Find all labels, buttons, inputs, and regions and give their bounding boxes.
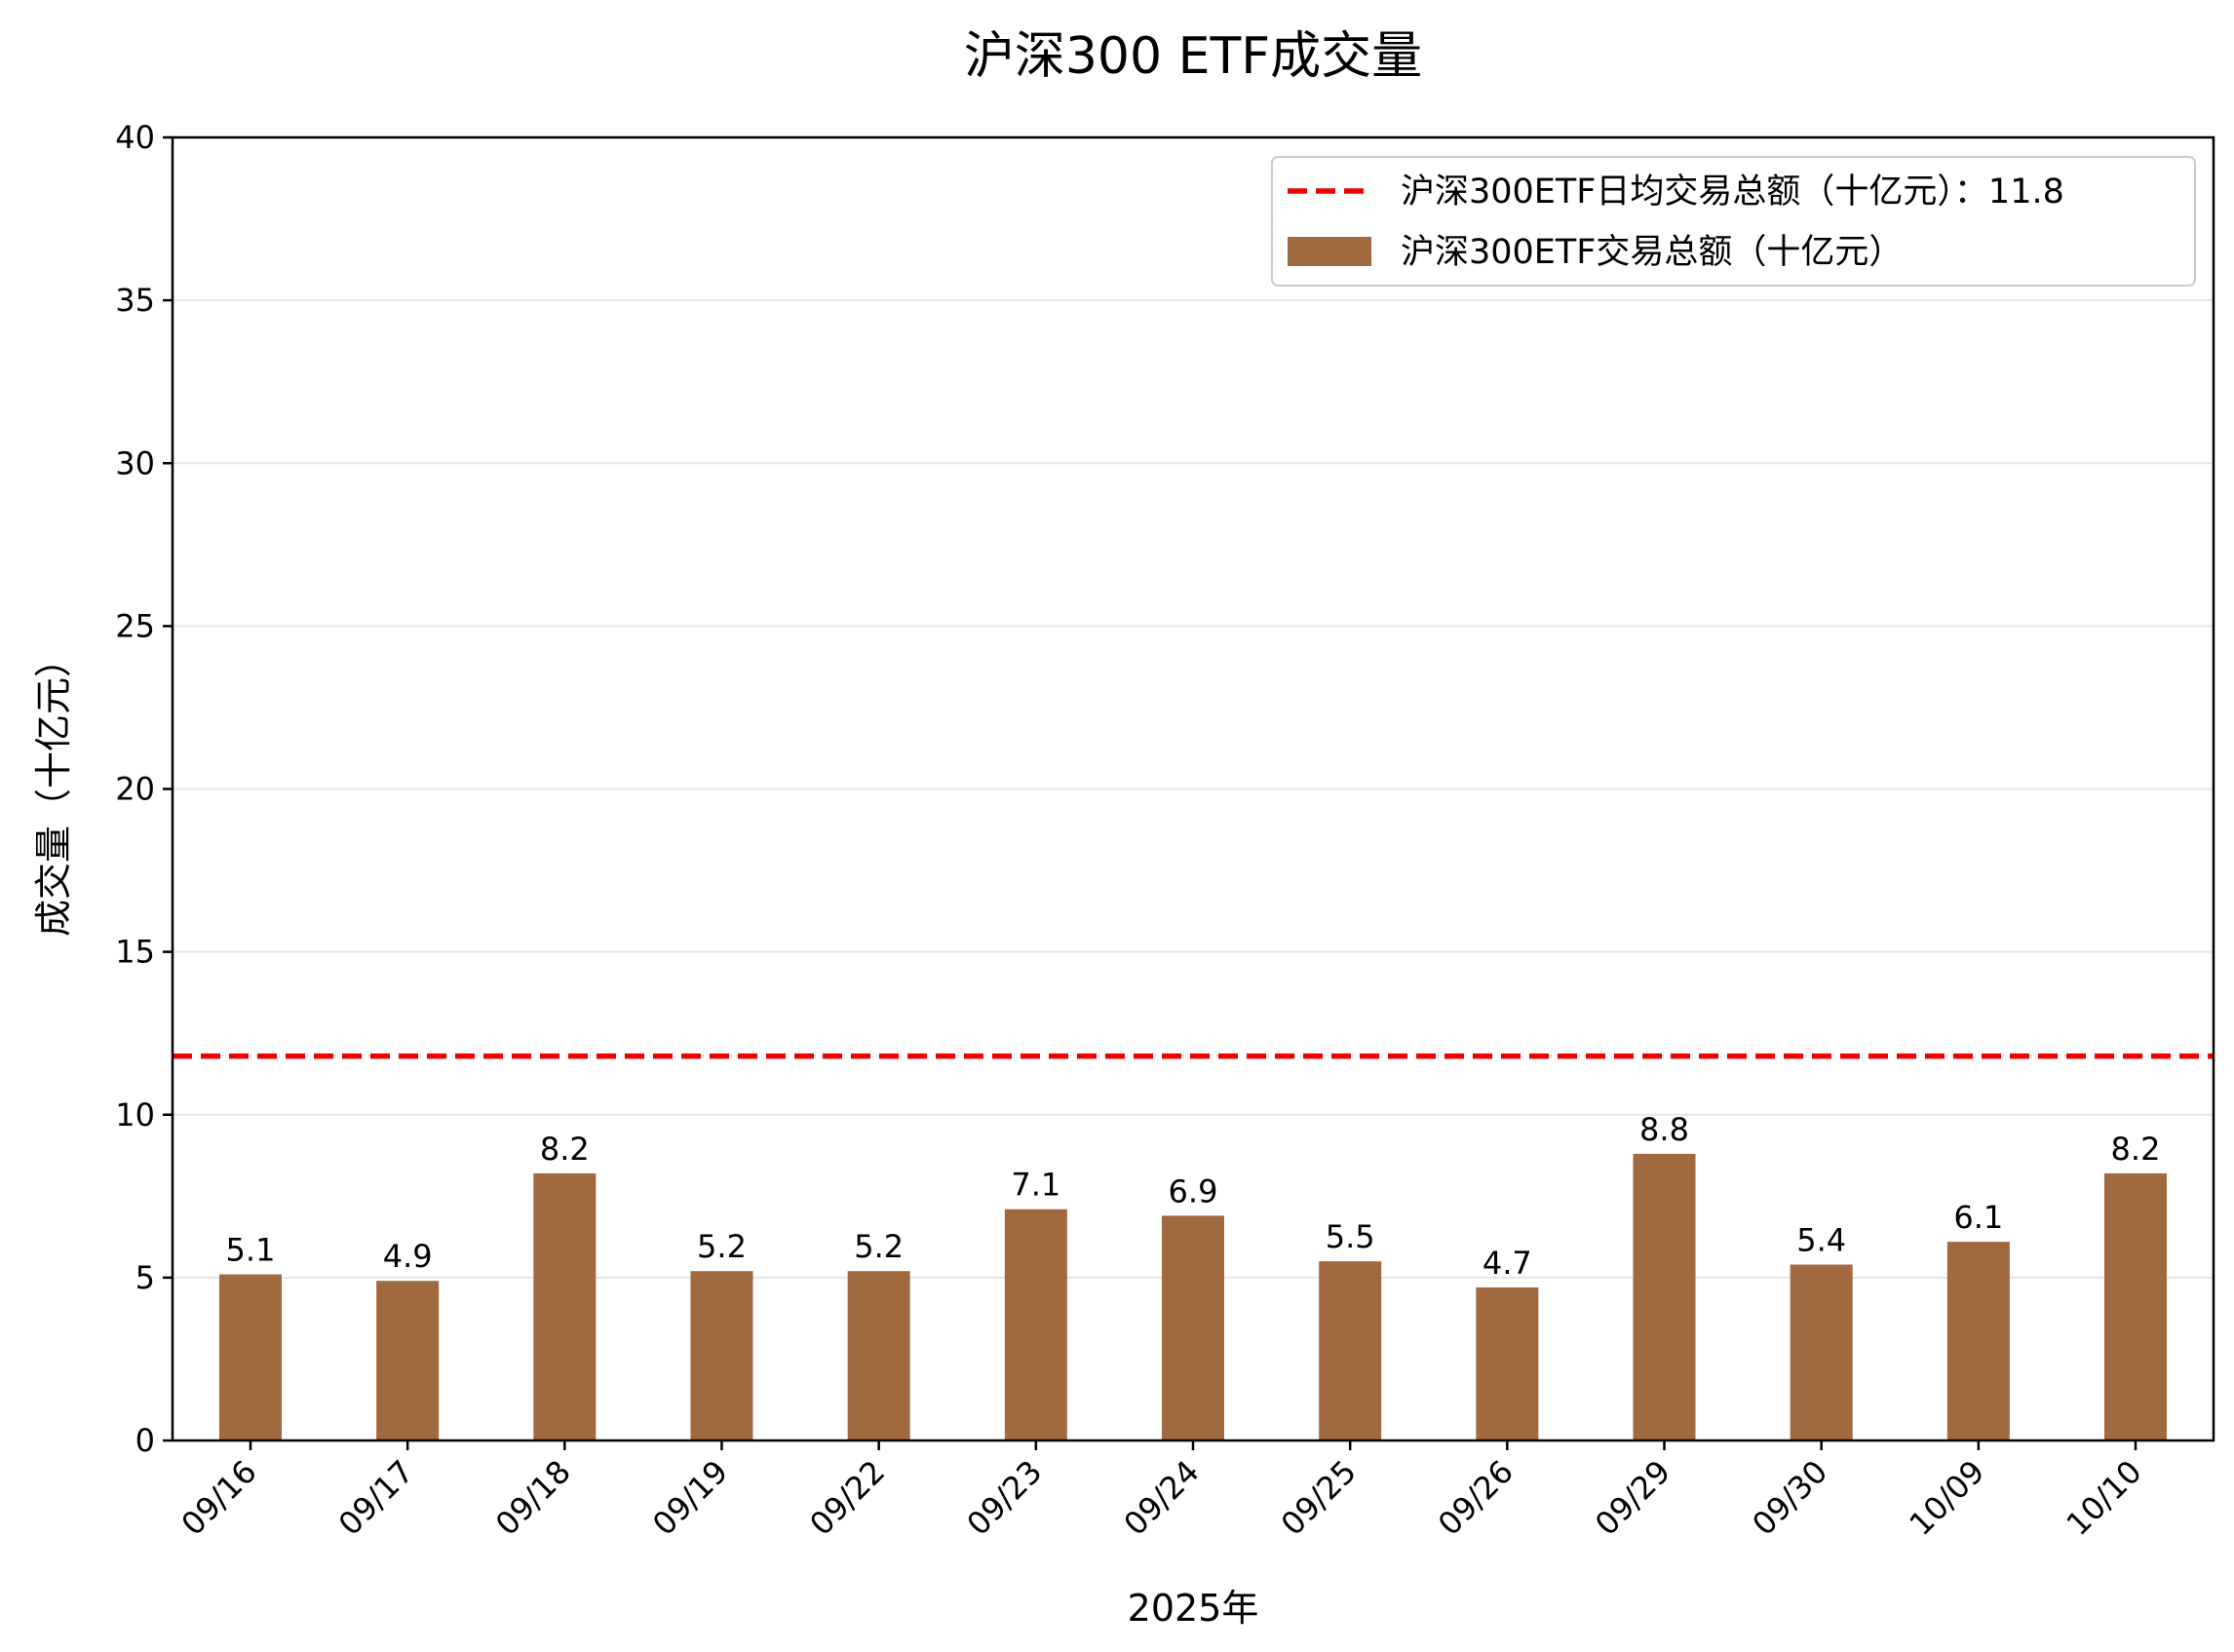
x-tick-label: 09/29 bbox=[1588, 1453, 1677, 1543]
y-tick-label: 15 bbox=[115, 934, 155, 971]
bar bbox=[1162, 1215, 1224, 1441]
bar-data-label: 4.7 bbox=[1483, 1245, 1532, 1282]
bar-data-label: 4.9 bbox=[383, 1238, 433, 1275]
bar-data-label: 5.1 bbox=[226, 1232, 276, 1269]
bar-data-label: 5.5 bbox=[1326, 1218, 1375, 1255]
x-tick-label: 09/18 bbox=[488, 1453, 578, 1543]
legend: 沪深300ETF日均交易总额（十亿元）：11.8 沪深300ETF交易总额（十亿… bbox=[1271, 156, 2196, 287]
bar bbox=[1633, 1153, 1696, 1441]
y-tick-label: 35 bbox=[115, 282, 155, 319]
bar bbox=[1319, 1261, 1382, 1441]
bar bbox=[533, 1172, 597, 1441]
bar-data-label: 5.2 bbox=[854, 1228, 904, 1265]
x-axis-label: 2025年 bbox=[1128, 1587, 1259, 1630]
bar bbox=[2104, 1172, 2167, 1441]
bar bbox=[847, 1271, 910, 1441]
bar-data-label: 5.4 bbox=[1796, 1222, 1846, 1259]
x-tick-label: 09/16 bbox=[174, 1453, 264, 1543]
x-tick-label: 09/17 bbox=[331, 1453, 421, 1543]
x-tick-label: 09/30 bbox=[1745, 1453, 1834, 1543]
y-tick-label: 25 bbox=[115, 607, 155, 644]
x-tick-label: 10/09 bbox=[1902, 1453, 1991, 1543]
bar bbox=[1946, 1242, 2010, 1441]
legend-label-reference-line: 沪深300ETF日均交易总额（十亿元）：11.8 bbox=[1401, 173, 2064, 211]
x-tick-label: 09/22 bbox=[802, 1453, 892, 1543]
bar bbox=[690, 1271, 753, 1441]
x-tick-label: 09/26 bbox=[1431, 1453, 1521, 1543]
bars bbox=[219, 1153, 2167, 1441]
y-tick-label: 10 bbox=[115, 1096, 155, 1133]
legend-frame bbox=[1271, 156, 2196, 287]
y-tick-label: 5 bbox=[135, 1259, 155, 1296]
bar-data-label: 6.1 bbox=[1953, 1199, 2003, 1236]
legend-bar-swatch bbox=[1288, 237, 1371, 266]
x-axis: 09/16 09/17 09/18 09/19 09/22 09/23 09/24 09/25… bbox=[174, 1441, 2149, 1543]
x-tick-label: 09/23 bbox=[959, 1453, 1049, 1543]
bar-data-label: 8.8 bbox=[1639, 1111, 1689, 1148]
bar-data-label: 7.1 bbox=[1011, 1167, 1060, 1204]
bar-data-label: 8.2 bbox=[2111, 1131, 2161, 1168]
bar-data-label: 5.2 bbox=[697, 1228, 747, 1265]
x-tick-label: 09/24 bbox=[1117, 1453, 1207, 1543]
bar bbox=[1476, 1287, 1539, 1441]
x-tick-label: 09/19 bbox=[645, 1453, 735, 1543]
y-axis-label: 成交量（十亿元） bbox=[32, 640, 75, 937]
x-tick-label: 10/10 bbox=[2060, 1453, 2149, 1543]
chart-title: 沪深300 ETF成交量 bbox=[964, 27, 1422, 86]
bar bbox=[219, 1274, 282, 1441]
legend-label-bar-series: 沪深300ETF交易总额（十亿元） bbox=[1401, 233, 1903, 272]
bar bbox=[1790, 1264, 1853, 1441]
grid-lines bbox=[173, 299, 2214, 1279]
data-labels: 5.1 4.9 8.2 5.2 5.2 7.1 6.9 5.5 4.7 8.8 5.4 6.1 8.2 bbox=[226, 1111, 2161, 1282]
bar bbox=[1004, 1209, 1067, 1441]
bar bbox=[376, 1281, 440, 1441]
x-tick-label: 09/25 bbox=[1274, 1453, 1364, 1543]
y-tick-label: 0 bbox=[135, 1422, 155, 1459]
y-axis: 0 5 10 15 20 25 30 35 40 bbox=[115, 119, 173, 1459]
y-tick-label: 20 bbox=[115, 771, 155, 808]
y-tick-label: 30 bbox=[115, 444, 155, 481]
bar-data-label: 8.2 bbox=[540, 1131, 590, 1168]
bar-data-label: 6.9 bbox=[1169, 1172, 1218, 1210]
y-tick-label: 40 bbox=[115, 119, 155, 156]
